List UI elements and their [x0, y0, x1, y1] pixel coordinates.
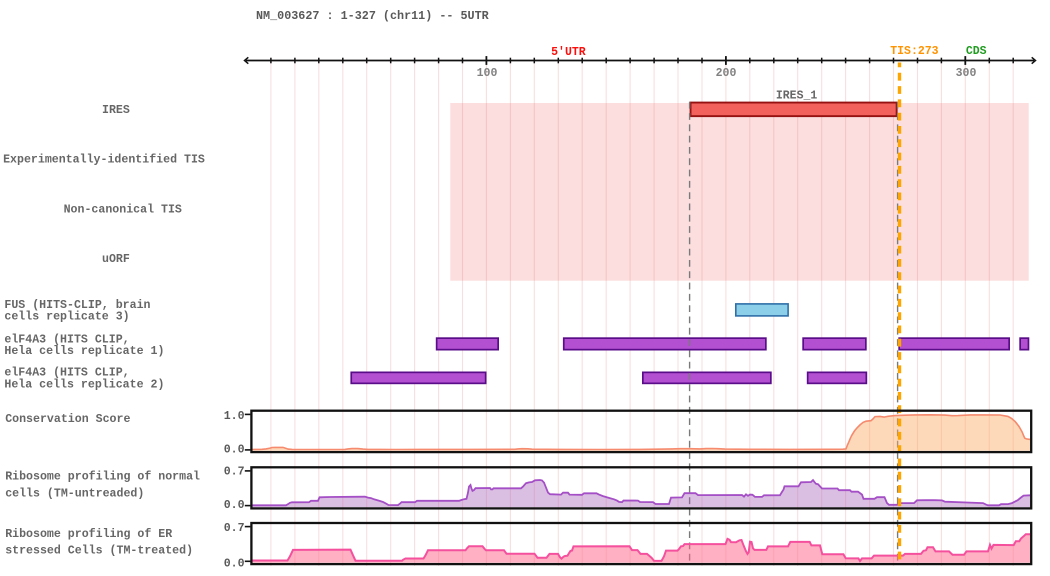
svg-text:IRES_1: IRES_1 [776, 90, 818, 103]
svg-text:0.7: 0.7 [224, 465, 245, 478]
svg-text:stressed Cells (TM-treated): stressed Cells (TM-treated) [5, 545, 193, 558]
svg-text:0.0: 0.0 [224, 557, 245, 570]
svg-text:Hela cells replicate 2): Hela cells replicate 2) [4, 378, 164, 391]
svg-text:Ribosome profiling of normal: Ribosome profiling of normal [5, 471, 200, 484]
svg-text:100: 100 [477, 67, 498, 80]
svg-text:elF4A3 (HITS CLIP,: elF4A3 (HITS CLIP, [4, 367, 129, 380]
svg-text:300: 300 [956, 67, 977, 80]
svg-text:CDS: CDS [966, 45, 987, 58]
svg-text:0.0: 0.0 [224, 443, 245, 456]
svg-text:Experimentally-identified TIS: Experimentally-identified TIS [3, 153, 205, 166]
svg-text:1.0: 1.0 [224, 410, 245, 423]
svg-text:cells replicate 3): cells replicate 3) [4, 311, 129, 324]
svg-text:cells (TM-untreaded): cells (TM-untreaded) [5, 488, 144, 501]
svg-text:elF4A3 (HITS CLIP,: elF4A3 (HITS CLIP, [4, 334, 129, 347]
svg-text:NM_003627 : 1-327 (chr11) -- 5: NM_003627 : 1-327 (chr11) -- 5UTR [256, 9, 490, 23]
svg-text:Hela cells replicate 1): Hela cells replicate 1) [4, 345, 164, 358]
svg-text:5'UTR: 5'UTR [551, 46, 586, 59]
svg-text:TIS:273: TIS:273 [890, 45, 938, 58]
svg-text:Ribosome profiling of ER: Ribosome profiling of ER [5, 528, 172, 541]
svg-text:uORF: uORF [102, 253, 130, 266]
svg-text:FUS (HITS-CLIP, brain: FUS (HITS-CLIP, brain [4, 299, 150, 312]
svg-text:Conservation Score: Conservation Score [5, 413, 130, 426]
svg-text:0.0: 0.0 [224, 499, 245, 512]
svg-text:0.7: 0.7 [224, 522, 245, 535]
svg-text:Non-canonical TIS: Non-canonical TIS [64, 204, 182, 217]
svg-text:200: 200 [716, 67, 737, 80]
svg-text:IRES: IRES [102, 104, 130, 117]
